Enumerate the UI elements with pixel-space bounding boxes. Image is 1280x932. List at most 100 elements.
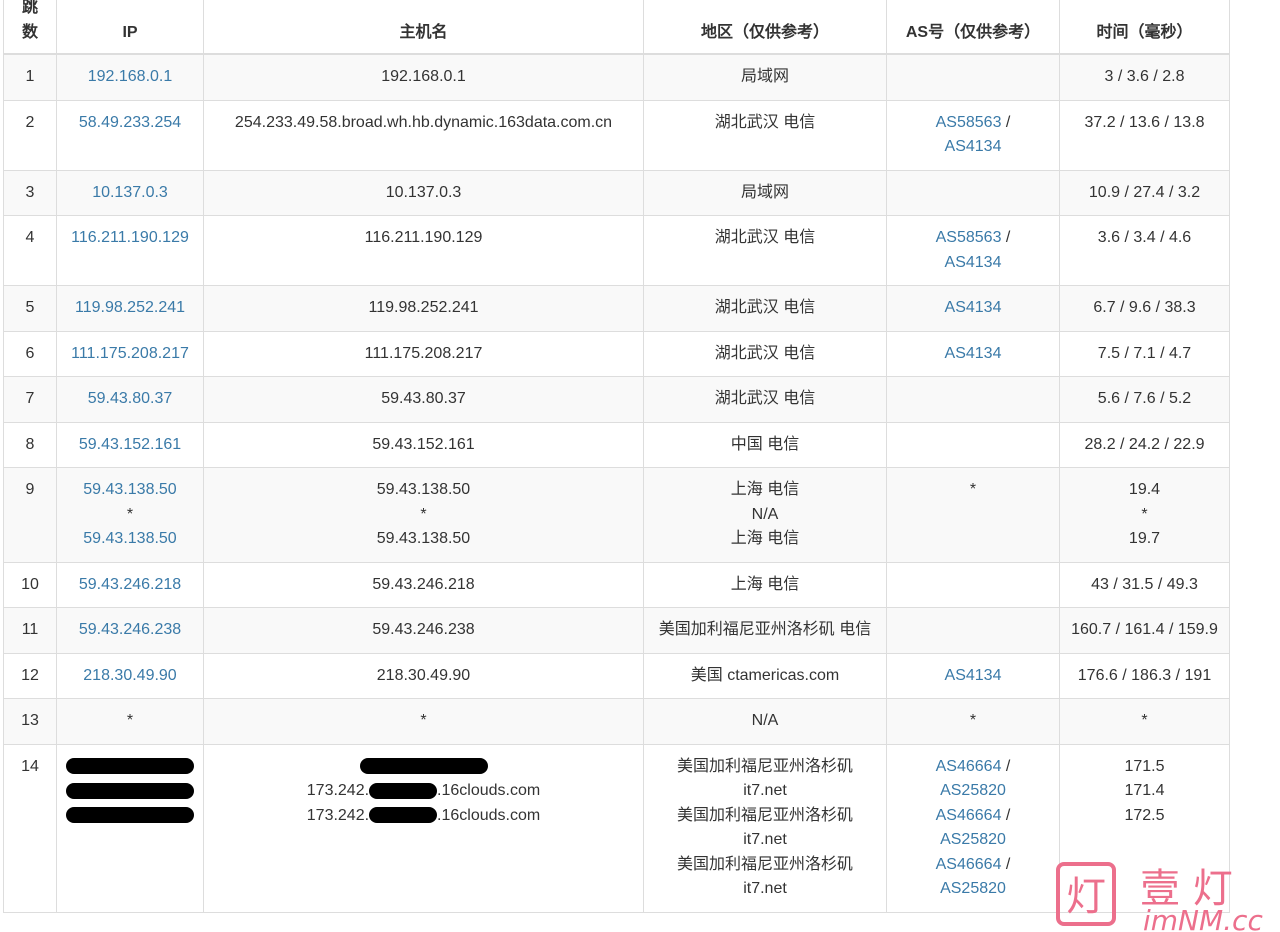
ip-address[interactable]: 59.43.80.37 <box>87 390 173 407</box>
hostname-cell: 10.137.0.3 <box>203 169 644 216</box>
as-cell <box>886 169 1060 216</box>
as-link[interactable]: AS46664 <box>935 757 1002 775</box>
ip-cell: 111.175.208.217 <box>56 330 204 377</box>
hop-cell: 8 <box>3 421 57 468</box>
ip-address[interactable]: 192.168.0.1 <box>87 68 173 85</box>
hostname: 59.43.246.218 <box>372 575 475 593</box>
region-cell: 美国加利福尼亚州洛杉矶 电信 <box>643 607 887 654</box>
as-link[interactable]: AS25820 <box>940 831 1006 848</box>
latency: 7.5 / 7.1 / 4.7 <box>1097 344 1192 362</box>
ip-address: [redacted] <box>63 755 197 780</box>
header-hop-label: 跳数 <box>21 0 38 41</box>
hostname: 10.137.0.3 <box>385 183 462 201</box>
table-row: 6 111.175.208.217 111.175.208.217 湖北武汉 电信 AS… <box>3 330 1230 377</box>
as-line: AS25820 <box>893 877 1053 902</box>
region-cell: 湖北武汉 电信 <box>643 376 887 423</box>
hostname-cell: 59.43.246.218 <box>203 561 644 608</box>
ip-address[interactable]: 59.43.246.218 <box>78 575 182 593</box>
table-row: 9 59.43.138.50 * 59.43.138.50 59.43.138.50 * 5… <box>3 467 1230 563</box>
ip-cell: 59.43.80.37 <box>56 376 204 423</box>
ip-address[interactable]: 59.43.246.238 <box>78 621 182 638</box>
as-line: AS4134 <box>893 296 1053 321</box>
latency: 10.9 / 27.4 / 3.2 <box>1088 183 1201 201</box>
as-link[interactable]: AS4134 <box>944 299 1002 316</box>
as-link[interactable]: AS4134 <box>944 344 1002 362</box>
ip-address[interactable]: 59.43.138.50 <box>83 530 177 547</box>
table-row: 2 58.49.233.254 254.233.49.58.broad.wh.hb.… <box>3 99 1230 171</box>
as-separator: / <box>1001 855 1011 873</box>
region: 湖北武汉 电信 <box>714 390 816 407</box>
hostname-cell: 192.168.0.1 <box>203 53 644 101</box>
latency: 28.2 / 24.2 / 22.9 <box>1084 435 1205 453</box>
as-link[interactable]: AS58563 <box>935 229 1002 246</box>
as-line: AS25820 <box>893 828 1053 853</box>
region-cell: 上海 电信 N/A 上海 电信 <box>643 467 887 563</box>
as-link[interactable]: AS4134 <box>944 138 1002 155</box>
table-row: 7 59.43.80.37 59.43.80.37 湖北武汉 电信 5.6 / 7.6 … <box>3 376 1230 423</box>
hostname-cell: 59.43.138.50 * 59.43.138.50 <box>203 467 644 563</box>
hostname: 173.242. [redacted] .16clouds.com <box>306 806 541 824</box>
as-line: AS4134 <box>893 251 1053 276</box>
ip-address[interactable]: 111.175.208.217 <box>71 344 189 362</box>
time-cell: 19.4 * 19.7 <box>1059 467 1230 563</box>
ip-address: * <box>126 505 134 523</box>
table-header: 跳数 IP 主机名 地区（仅供参考） AS号（仅供参考） 时间（毫秒） <box>3 0 1230 55</box>
as-cell <box>886 376 1060 423</box>
hop-cell: 4 <box>3 215 57 286</box>
ip-cell: [redacted] [redacted] [redacted] <box>56 743 204 913</box>
region: 上海 电信 <box>730 530 800 547</box>
region: 美国加利福尼亚州洛杉矶 电信 <box>658 621 872 638</box>
as-link[interactable]: AS46664 <box>935 855 1002 873</box>
latency: 160.7 / 161.4 / 159.9 <box>1071 621 1218 638</box>
ip-address[interactable]: 59.43.152.161 <box>78 435 182 453</box>
redacted-mark: [redacted] <box>66 758 194 775</box>
hop-cell: 11 <box>3 607 57 654</box>
hop-cell: 10 <box>3 561 57 608</box>
ip-address[interactable]: 119.98.252.241 <box>74 299 186 316</box>
latency: 19.7 <box>1128 530 1161 547</box>
redacted-mark: [redacted] <box>369 807 438 824</box>
svg-text:壹 灯: 壹 灯 <box>1140 866 1233 912</box>
as-link[interactable]: AS46664 <box>935 806 1002 824</box>
redacted-mark: [redacted] <box>359 758 488 775</box>
hostname-cell: 111.175.208.217 <box>203 330 644 377</box>
ip-address[interactable]: 10.137.0.3 <box>92 183 168 201</box>
header-hostname: 主机名 <box>203 0 644 55</box>
as-cell: AS4134 <box>886 285 1060 332</box>
ip-address[interactable]: 218.30.49.90 <box>83 666 177 684</box>
region: 美国加利福尼亚州洛杉矶 <box>676 806 853 824</box>
ip-address[interactable]: 116.211.190.129 <box>71 229 189 246</box>
ip-address[interactable]: 58.49.233.254 <box>78 113 182 131</box>
hostname: 59.43.80.37 <box>381 390 466 407</box>
region: 局域网 <box>740 68 789 85</box>
header-time: 时间（毫秒） <box>1059 0 1230 55</box>
table-row: 10 59.43.246.218 59.43.246.218 上海 电信 43 / 31… <box>3 561 1230 608</box>
header-as: AS号（仅供参考） <box>886 0 1060 55</box>
region: 上海 电信 <box>730 575 800 593</box>
region-cell: 湖北武汉 电信 <box>643 285 887 332</box>
as-link[interactable]: AS4134 <box>944 253 1002 271</box>
region-cell: 美国加利福尼亚州洛杉矶 it7.net 美国加利福尼亚州洛杉矶 it7.net 美国加利… <box>643 743 887 913</box>
as-cell: * <box>886 467 1060 563</box>
region: 上海 电信 <box>730 481 800 498</box>
as-link[interactable]: AS58563 <box>935 113 1002 131</box>
as-cell <box>886 607 1060 654</box>
hostname: 59.43.138.50 <box>376 530 471 547</box>
as-line: AS46664 / <box>893 804 1053 829</box>
as-link[interactable]: AS4134 <box>944 666 1002 684</box>
as-link[interactable]: AS25820 <box>940 880 1006 897</box>
table-row: 11 59.43.246.238 59.43.246.238 美国加利福尼亚州洛杉矶 … <box>3 607 1230 654</box>
as-cell: AS4134 <box>886 652 1060 699</box>
as-link[interactable]: AS25820 <box>940 782 1006 799</box>
ip-address: * <box>126 712 134 729</box>
as-line: AS46664 / <box>893 755 1053 780</box>
hostname: [redacted] <box>210 755 637 780</box>
as-separator: / <box>1001 757 1011 775</box>
hostname-cell: * <box>203 698 644 745</box>
ip-cell: 59.43.152.161 <box>56 421 204 468</box>
region-cell: 局域网 <box>643 53 887 101</box>
ip-cell: 58.49.233.254 <box>56 99 204 171</box>
ip-address[interactable]: 59.43.138.50 <box>83 481 177 498</box>
region: N/A <box>751 712 779 729</box>
region: 湖北武汉 电信 <box>714 229 816 246</box>
